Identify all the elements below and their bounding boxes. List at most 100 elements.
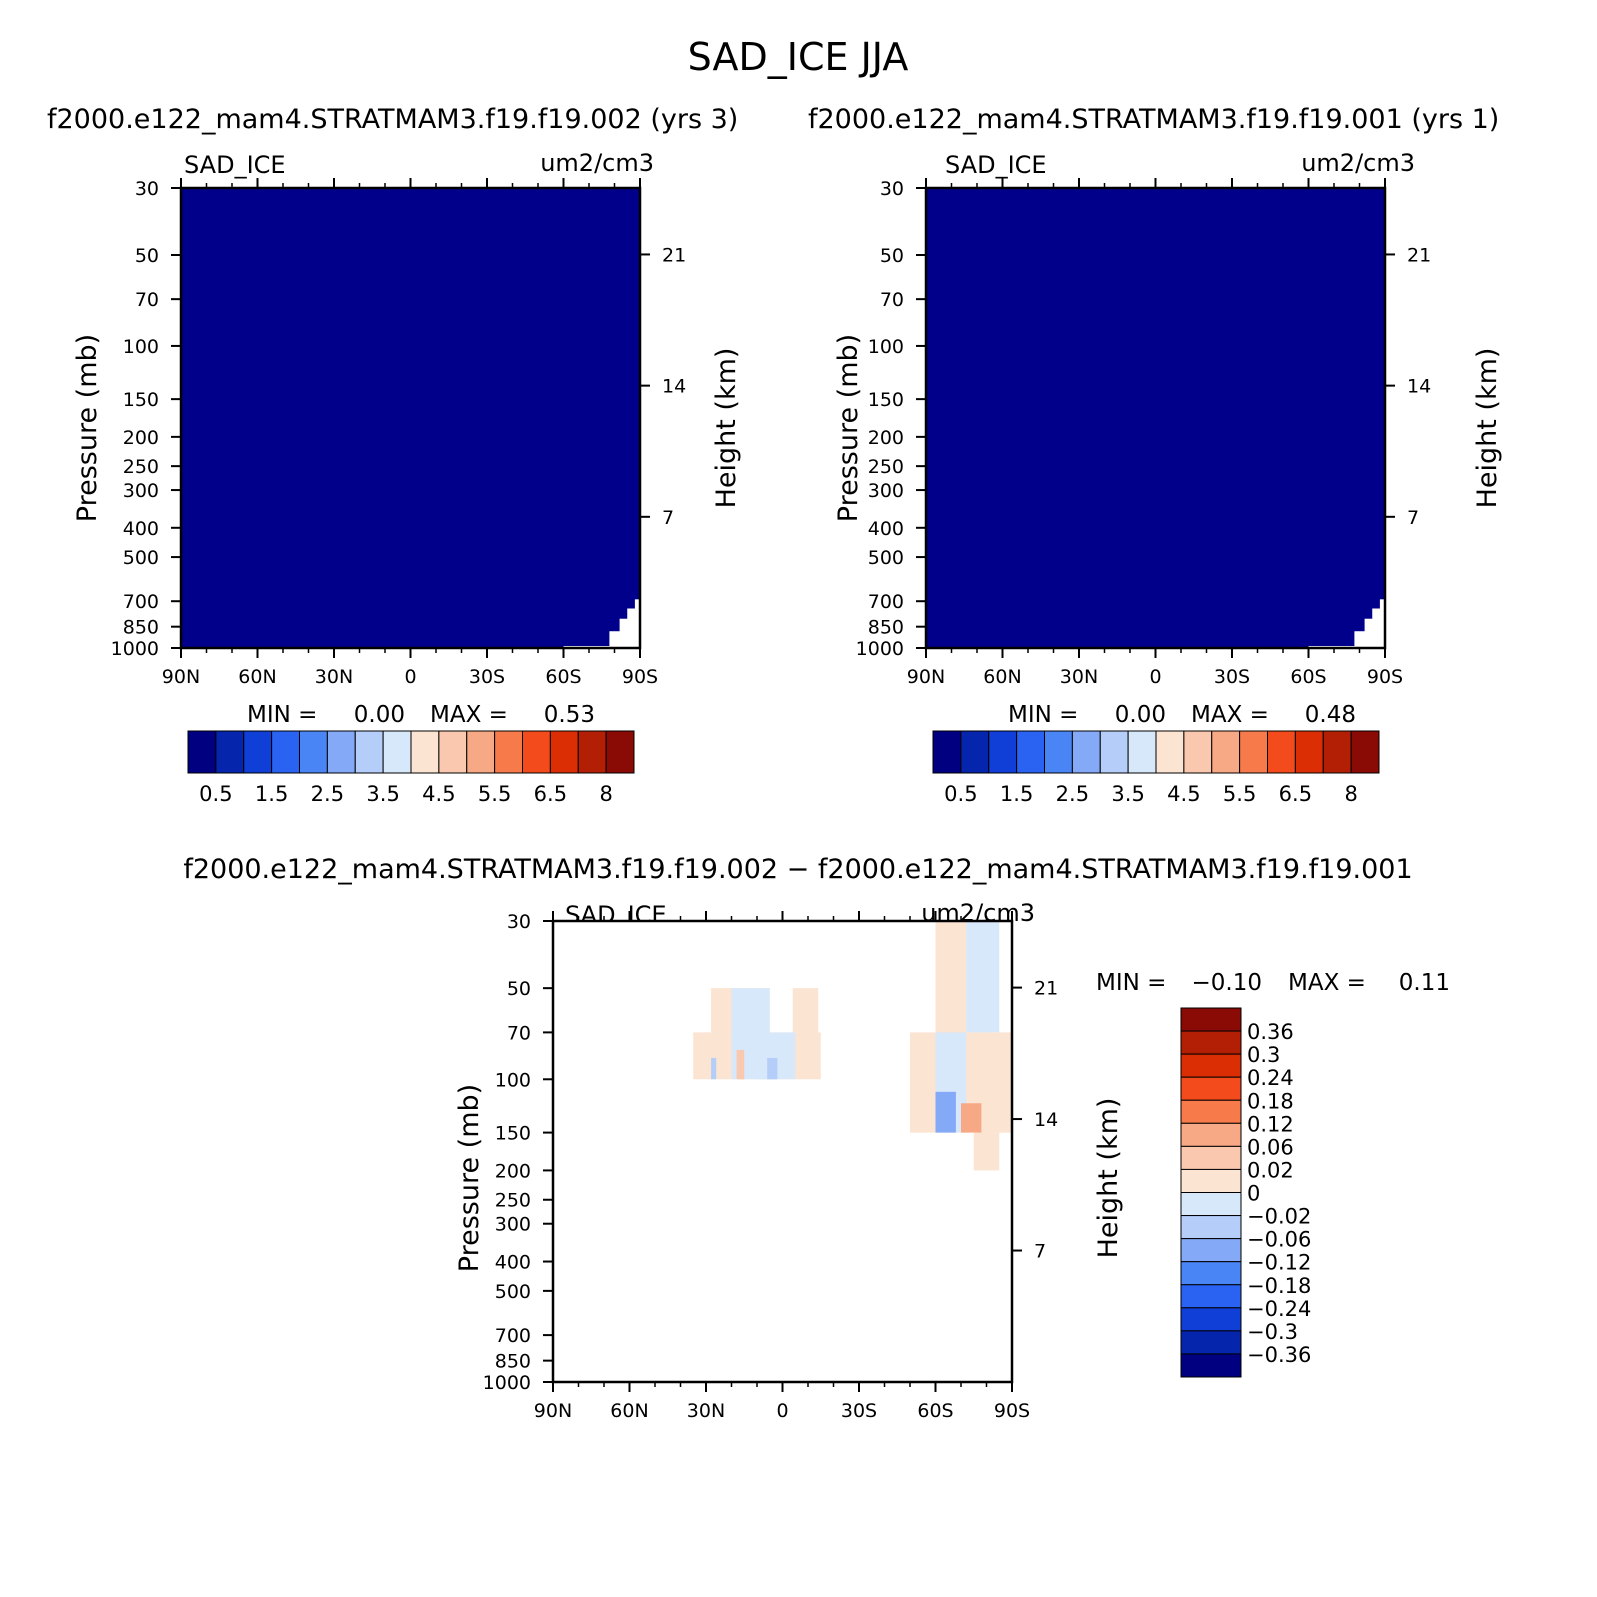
- panel3-case-title: f2000.e122_mam4.STRATMAM3.f19.f19.002 − …: [183, 854, 1412, 885]
- panel2-ylabel-right: Height (km): [1472, 348, 1503, 509]
- colorbar-swatch: [1016, 730, 1045, 774]
- ytick-label: 400: [495, 1252, 531, 1274]
- colorbar-swatch: [438, 730, 468, 774]
- panel1-min-label: MIN =: [247, 702, 317, 728]
- colorbar-swatch: [1180, 1307, 1242, 1332]
- colorbar-swatch: [494, 730, 523, 774]
- colorbar-label: 2.5: [311, 782, 344, 806]
- colorbar-swatch: [1127, 730, 1157, 774]
- colorbar-label: −0.24: [1247, 1297, 1311, 1321]
- xtick-label: 30N: [315, 666, 353, 688]
- panel1-var-label: SAD_ICE: [184, 151, 286, 179]
- panel3-ylabel: Pressure (mb): [454, 1084, 485, 1272]
- panel1-ylabel: Pressure (mb): [72, 334, 103, 522]
- xtick-label: 0: [404, 666, 416, 688]
- ytick-right-label: 14: [1407, 376, 1431, 398]
- panel1-min-value: 0.00: [354, 702, 405, 728]
- panel3-plot: SAD_ICE um2/cm3 Pressure (mb) Height (km…: [454, 899, 1450, 1422]
- colorbar-swatch: [1183, 730, 1213, 774]
- ytick-label: 200: [123, 427, 159, 449]
- panel3-ylabel-right: Height (km): [1093, 1098, 1124, 1259]
- colorbar-swatch: [271, 730, 300, 774]
- colorbar-swatch: [932, 730, 962, 774]
- xtick-label: 90S: [1367, 666, 1403, 688]
- panel1-plot: SAD_ICE um2/cm3 Pressure (mb) Height (km…: [72, 149, 742, 728]
- panel3-stats: MIN = −0.10 MAX = 0.11: [1096, 970, 1450, 996]
- colorbar-swatch: [1180, 1261, 1242, 1286]
- ytick-right-label: 21: [1407, 244, 1431, 266]
- panel1-case-title: f2000.e122_mam4.STRATMAM3.f19.f19.002 (y…: [47, 104, 738, 135]
- colorbar-swatch: [1044, 730, 1073, 774]
- colorbar-swatch: [1180, 1030, 1242, 1055]
- xtick-label: 90S: [994, 1400, 1030, 1422]
- panel1-stats: MIN = 0.00 MAX = 0.53: [247, 702, 595, 728]
- xtick-label: 60N: [983, 666, 1021, 688]
- ytick-right-label: 7: [662, 507, 674, 529]
- xtick-label: 90S: [622, 666, 658, 688]
- xtick-label: 30N: [1060, 666, 1098, 688]
- panel2-min-label: MIN =: [1008, 702, 1078, 728]
- colorbar-label: 8: [1344, 782, 1357, 806]
- ytick-label: 100: [495, 1069, 531, 1091]
- ytick-right-label: 14: [1034, 1109, 1058, 1131]
- ytick-label: 300: [868, 480, 904, 502]
- ytick-label: 850: [868, 617, 904, 639]
- colorbar-label: 3.5: [366, 782, 399, 806]
- panel3-diff-region: [767, 1057, 778, 1080]
- colorbar-swatch: [1267, 730, 1296, 774]
- ytick-label: 850: [123, 617, 159, 639]
- colorbar-swatch: [960, 730, 990, 774]
- panel1-units: um2/cm3: [540, 149, 654, 177]
- ytick-label: 1000: [483, 1372, 531, 1394]
- colorbar-swatch: [1322, 730, 1352, 774]
- panel2-ylabel: Pressure (mb): [833, 334, 864, 522]
- xtick-label: 60S: [1290, 666, 1326, 688]
- panel2-stats: MIN = 0.00 MAX = 0.48: [1008, 702, 1356, 728]
- panel1-max-label: MAX =: [430, 702, 508, 728]
- ytick-label: 1000: [111, 638, 159, 660]
- colorbar-swatch: [1180, 1353, 1242, 1378]
- colorbar-label: 6.5: [534, 782, 567, 806]
- xtick-label: 90N: [534, 1400, 572, 1422]
- panel2-max-value: 0.48: [1305, 702, 1356, 728]
- ytick-label: 150: [495, 1123, 531, 1145]
- ytick-label: 100: [123, 336, 159, 358]
- panel2-units: um2/cm3: [1301, 149, 1415, 177]
- panel3-diff-region: [966, 921, 1000, 1033]
- colorbar-label: 1.5: [255, 782, 288, 806]
- colorbar-label: −0.18: [1247, 1274, 1311, 1298]
- xtick-label: 30S: [841, 1400, 877, 1422]
- panel3-max-value: 0.11: [1399, 970, 1450, 996]
- colorbar-swatch: [299, 730, 328, 774]
- panel1-ylabel-right: Height (km): [711, 348, 742, 509]
- panel3-min-label: MIN =: [1096, 970, 1166, 996]
- colorbar-swatch: [1211, 730, 1241, 774]
- xtick-label: 30S: [1214, 666, 1250, 688]
- colorbar-swatch: [354, 730, 384, 774]
- xtick-label: 30S: [469, 666, 505, 688]
- colorbar-swatch: [1099, 730, 1129, 774]
- panel3-diff-region: [792, 988, 819, 1033]
- colorbar-swatch: [1294, 730, 1324, 774]
- xtick-label: 60S: [917, 1400, 953, 1422]
- colorbar-label: 4.5: [422, 782, 455, 806]
- colorbar-label: 8: [599, 782, 612, 806]
- ytick-label: 250: [868, 456, 904, 478]
- panel2-case-title: f2000.e122_mam4.STRATMAM3.f19.f19.001 (y…: [808, 104, 1499, 135]
- colorbar-swatch: [243, 730, 273, 774]
- colorbar-label: −0.3: [1247, 1320, 1298, 1344]
- xtick-label: 60N: [610, 1400, 648, 1422]
- ytick-label: 30: [135, 178, 159, 200]
- colorbar-swatch: [1180, 1145, 1242, 1170]
- colorbar-swatch: [1180, 1168, 1242, 1193]
- panel3-diff-region: [961, 1103, 982, 1133]
- ytick-label: 150: [123, 389, 159, 411]
- ytick-label: 700: [868, 591, 904, 613]
- panel2-var-label: SAD_ICE: [945, 151, 1047, 179]
- colorbar-label: 0.36: [1247, 1020, 1294, 1044]
- ytick-label: 500: [495, 1281, 531, 1303]
- colorbar-swatch: [1180, 1122, 1242, 1147]
- colorbar-label: 0.5: [199, 782, 232, 806]
- ytick-right-label: 7: [1407, 507, 1419, 529]
- ytick-label: 400: [123, 518, 159, 540]
